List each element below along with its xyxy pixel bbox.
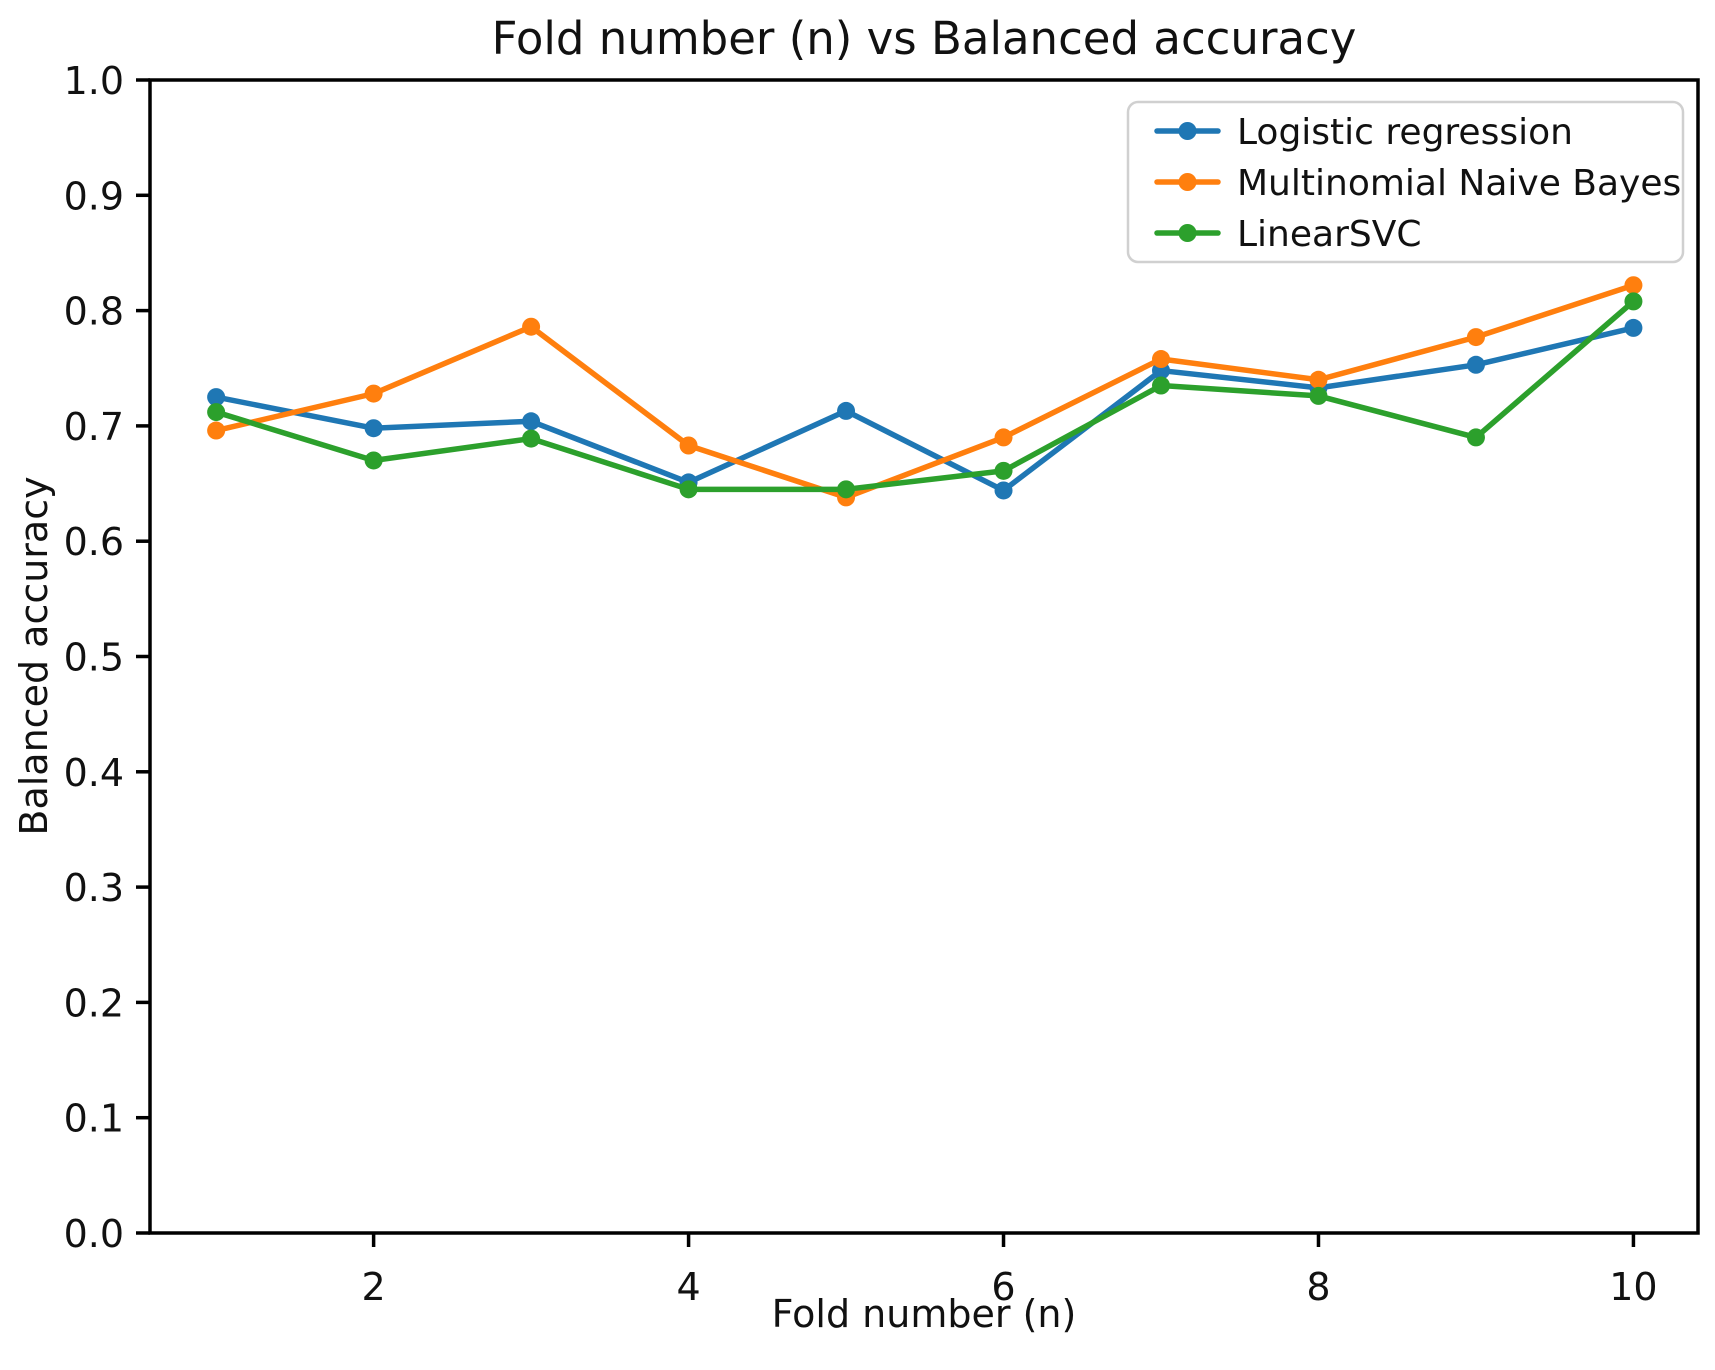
x-tick-label: 8: [1306, 1265, 1330, 1309]
x-tick-label: 4: [676, 1265, 700, 1309]
y-tick-label: 0.7: [64, 405, 124, 449]
y-tick-label: 0.3: [64, 866, 124, 910]
x-tick-label: 6: [991, 1265, 1015, 1309]
data-point-linearsvc: [1152, 376, 1171, 395]
legend-marker-linearsvc: [1178, 224, 1197, 242]
y-tick-label: 1.0: [64, 59, 124, 103]
data-point-linearsvc: [1624, 292, 1643, 311]
data-point-linearsvc: [679, 480, 698, 499]
y-tick-label: 0.5: [64, 636, 124, 680]
series-line-linearsvc: [213, 298, 1637, 493]
y-tick-label: 0.0: [64, 1212, 124, 1256]
legend-marker-logistic-regression: [1178, 122, 1197, 140]
data-point-multinomial-naive-bayes: [1624, 276, 1643, 295]
y-tick-label: 0.1: [64, 1097, 124, 1141]
axes-frame: [148, 78, 1700, 1235]
x-tick-label: 10: [1609, 1265, 1657, 1309]
series-line-multinomial-naive-bayes: [213, 282, 1637, 501]
y-tick-label: 0.2: [64, 981, 124, 1025]
data-point-logistic-regression: [522, 412, 541, 431]
series-line-logistic-regression: [213, 325, 1637, 494]
data-point-logistic-regression: [837, 401, 856, 420]
data-point-logistic-regression: [207, 388, 226, 407]
data-point-multinomial-naive-bayes: [1152, 350, 1171, 369]
data-point-multinomial-naive-bayes: [364, 384, 383, 403]
legend-label-logistic-regression: Logistic regression: [1237, 112, 1573, 153]
data-point-multinomial-naive-bayes: [522, 317, 541, 336]
data-point-multinomial-naive-bayes: [1466, 328, 1485, 347]
data-point-logistic-regression: [1466, 355, 1485, 374]
y-tick-label: 0.8: [64, 290, 124, 334]
data-point-linearsvc: [207, 403, 226, 422]
y-tick-label: 0.6: [64, 520, 124, 564]
legend-label-linearsvc: LinearSVC: [1237, 214, 1422, 255]
x-tick-label: 2: [362, 1265, 386, 1309]
data-point-multinomial-naive-bayes: [207, 421, 226, 440]
legend-label-multinomial-naive-bayes: Multinomial Naive Bayes: [1237, 163, 1681, 204]
data-point-linearsvc: [1309, 386, 1328, 405]
data-point-linearsvc: [364, 451, 383, 470]
y-tick-label: 0.9: [64, 174, 124, 218]
data-point-multinomial-naive-bayes: [994, 428, 1013, 447]
data-point-multinomial-naive-bayes: [679, 436, 698, 455]
data-point-logistic-regression: [364, 419, 383, 438]
legend-box: [1126, 100, 1685, 264]
data-point-linearsvc: [994, 461, 1013, 480]
data-point-multinomial-naive-bayes: [1309, 370, 1328, 389]
legend-marker-multinomial-naive-bayes: [1178, 173, 1197, 191]
data-point-linearsvc: [522, 429, 541, 448]
data-point-logistic-regression: [994, 481, 1013, 500]
y-tick-label: 0.4: [64, 751, 124, 795]
data-point-logistic-regression: [1624, 318, 1643, 337]
data-point-linearsvc: [837, 480, 856, 499]
chart-title: Fold number (n) vs Balanced accuracy: [491, 12, 1357, 65]
data-point-linearsvc: [1466, 428, 1485, 447]
x-axis-label: Fold number (n): [771, 1292, 1077, 1336]
